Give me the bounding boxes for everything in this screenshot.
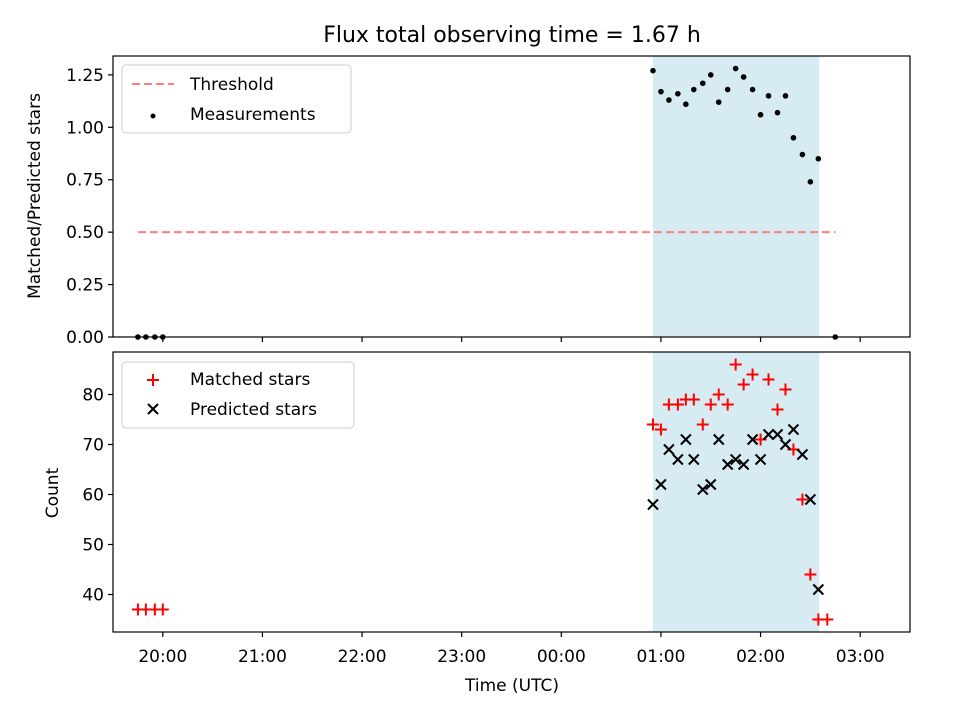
measurement-point [749,86,756,93]
measurement-point [691,86,697,93]
top-y-tick-label: 0.75 [66,171,104,191]
bottom-y-tick-label: 50 [82,536,104,556]
measurement-point [757,111,764,118]
legend-threshold-label: Threshold [189,75,274,95]
matched-star-point [746,368,759,381]
top-y-tick-label: 1.25 [66,66,104,86]
matched-star-point [779,383,792,396]
legend-matched-swatch [147,374,159,386]
matched-star-point [671,398,684,411]
predicted-star-point [771,428,784,441]
legend-predicted-swatch [147,403,159,415]
matched-star-point [646,418,659,431]
predicted-star-point [713,433,725,446]
bottom-legend: Matched stars Predicted stars [121,361,355,429]
predicted-star-point [754,453,767,466]
predicted-star-point [655,478,667,491]
predicted-star-point [746,433,759,446]
measurement-point [740,74,747,80]
bottom-y-tick-label: 70 [82,436,104,456]
top-y-tick-label: 1.00 [66,118,104,138]
predicted-star-point [688,453,700,466]
top-plot-area: 0.00 0.25 0.50 0.75 1.00 1.25 Matched/Predict… [25,55,911,348]
predicted-star-point [804,493,817,506]
measurement-point [699,80,706,87]
matched-star-point [729,358,742,371]
x-tick-label: 21:00 [238,647,287,667]
bottom-y-tick-label: 60 [82,486,104,506]
predicted-star-point [647,498,659,511]
matched-star-point [721,398,734,411]
predicted-star-point [721,458,734,471]
measurement-point [715,99,722,105]
top-y-tick-label: 0.50 [66,223,104,243]
measurement-point [707,72,714,78]
matched-star-point [712,388,725,401]
measurement-point [815,155,822,162]
bottom-y-tick-label: 80 [82,386,104,406]
matched-star-point [737,378,750,391]
matched-star-point [821,613,834,626]
x-tick-label: 01:00 [636,647,685,667]
predicted-star-point [697,483,709,496]
predicted-star-point [705,478,717,491]
measurement-point [732,65,739,72]
x-tick-label: 02:00 [736,647,785,667]
matched-star-point [696,418,709,431]
predicted-star-point [663,443,675,456]
bottom-shaded-region [652,352,820,632]
x-tick-label: 00:00 [537,647,586,667]
top-y-tick-label: 0.25 [66,276,104,296]
bottom-plot-area: 40 50 60 70 80 20:00 21:00 22:00 23:00 00:00 01:0… [43,351,911,696]
top-legend: Threshold Measurements [121,64,352,134]
chart-title: Flux total observing time = 1.67 h [323,23,701,48]
matched-star-point [804,568,817,581]
x-tick-label: 20:00 [138,647,187,667]
predicted-star-point [680,433,692,446]
top-y-axis-label: Matched/Predicted stars [25,93,45,299]
predicted-star-point [812,583,825,596]
measurement-point [790,134,797,141]
legend-measurements-label: Measurements [190,105,316,125]
bottom-axes-frame [112,351,911,633]
measurement-point [724,86,731,93]
predicted-star-point [796,448,809,461]
x-axis-label: Time (UTC) [464,676,559,696]
predicted-star-point [762,428,775,441]
predicted-star-point [729,453,742,466]
matched-star-point [704,398,717,411]
measurement-point [666,97,672,103]
matched-star-point [687,393,700,406]
matched-star-point [156,603,169,616]
measurement-point [774,109,781,116]
measurement-point [807,179,814,185]
top-shaded-region [652,56,820,337]
legend-measurements-swatch [150,113,156,119]
predicted-star-point [672,453,684,466]
legend-matched-label: Matched stars [190,370,310,390]
x-tick-label: 23:00 [437,647,486,667]
bottom-y-axis-label: Count [43,467,63,518]
matched-star-point [762,373,775,386]
x-tick-label: 22:00 [338,647,387,667]
predicted-star-point [737,458,750,471]
measurement-point [683,101,689,108]
measurement-point [799,151,806,158]
measurement-point [782,93,789,99]
predicted-star-point [779,438,792,451]
top-y-tick-label: 0.00 [66,328,104,348]
legend-predicted-label: Predicted stars [190,400,317,420]
matched-star-point [771,403,784,416]
matched-star-point [654,423,667,436]
measurement-point [675,90,681,97]
top-axes-frame [112,55,911,338]
matched-star-point [796,493,809,506]
measurement-point [650,67,656,74]
x-tick-label: 03:00 [836,647,885,667]
measurement-point [765,93,772,99]
bottom-y-tick-label: 40 [82,586,104,606]
measurement-point [658,88,664,95]
predicted-star-point [787,423,800,436]
